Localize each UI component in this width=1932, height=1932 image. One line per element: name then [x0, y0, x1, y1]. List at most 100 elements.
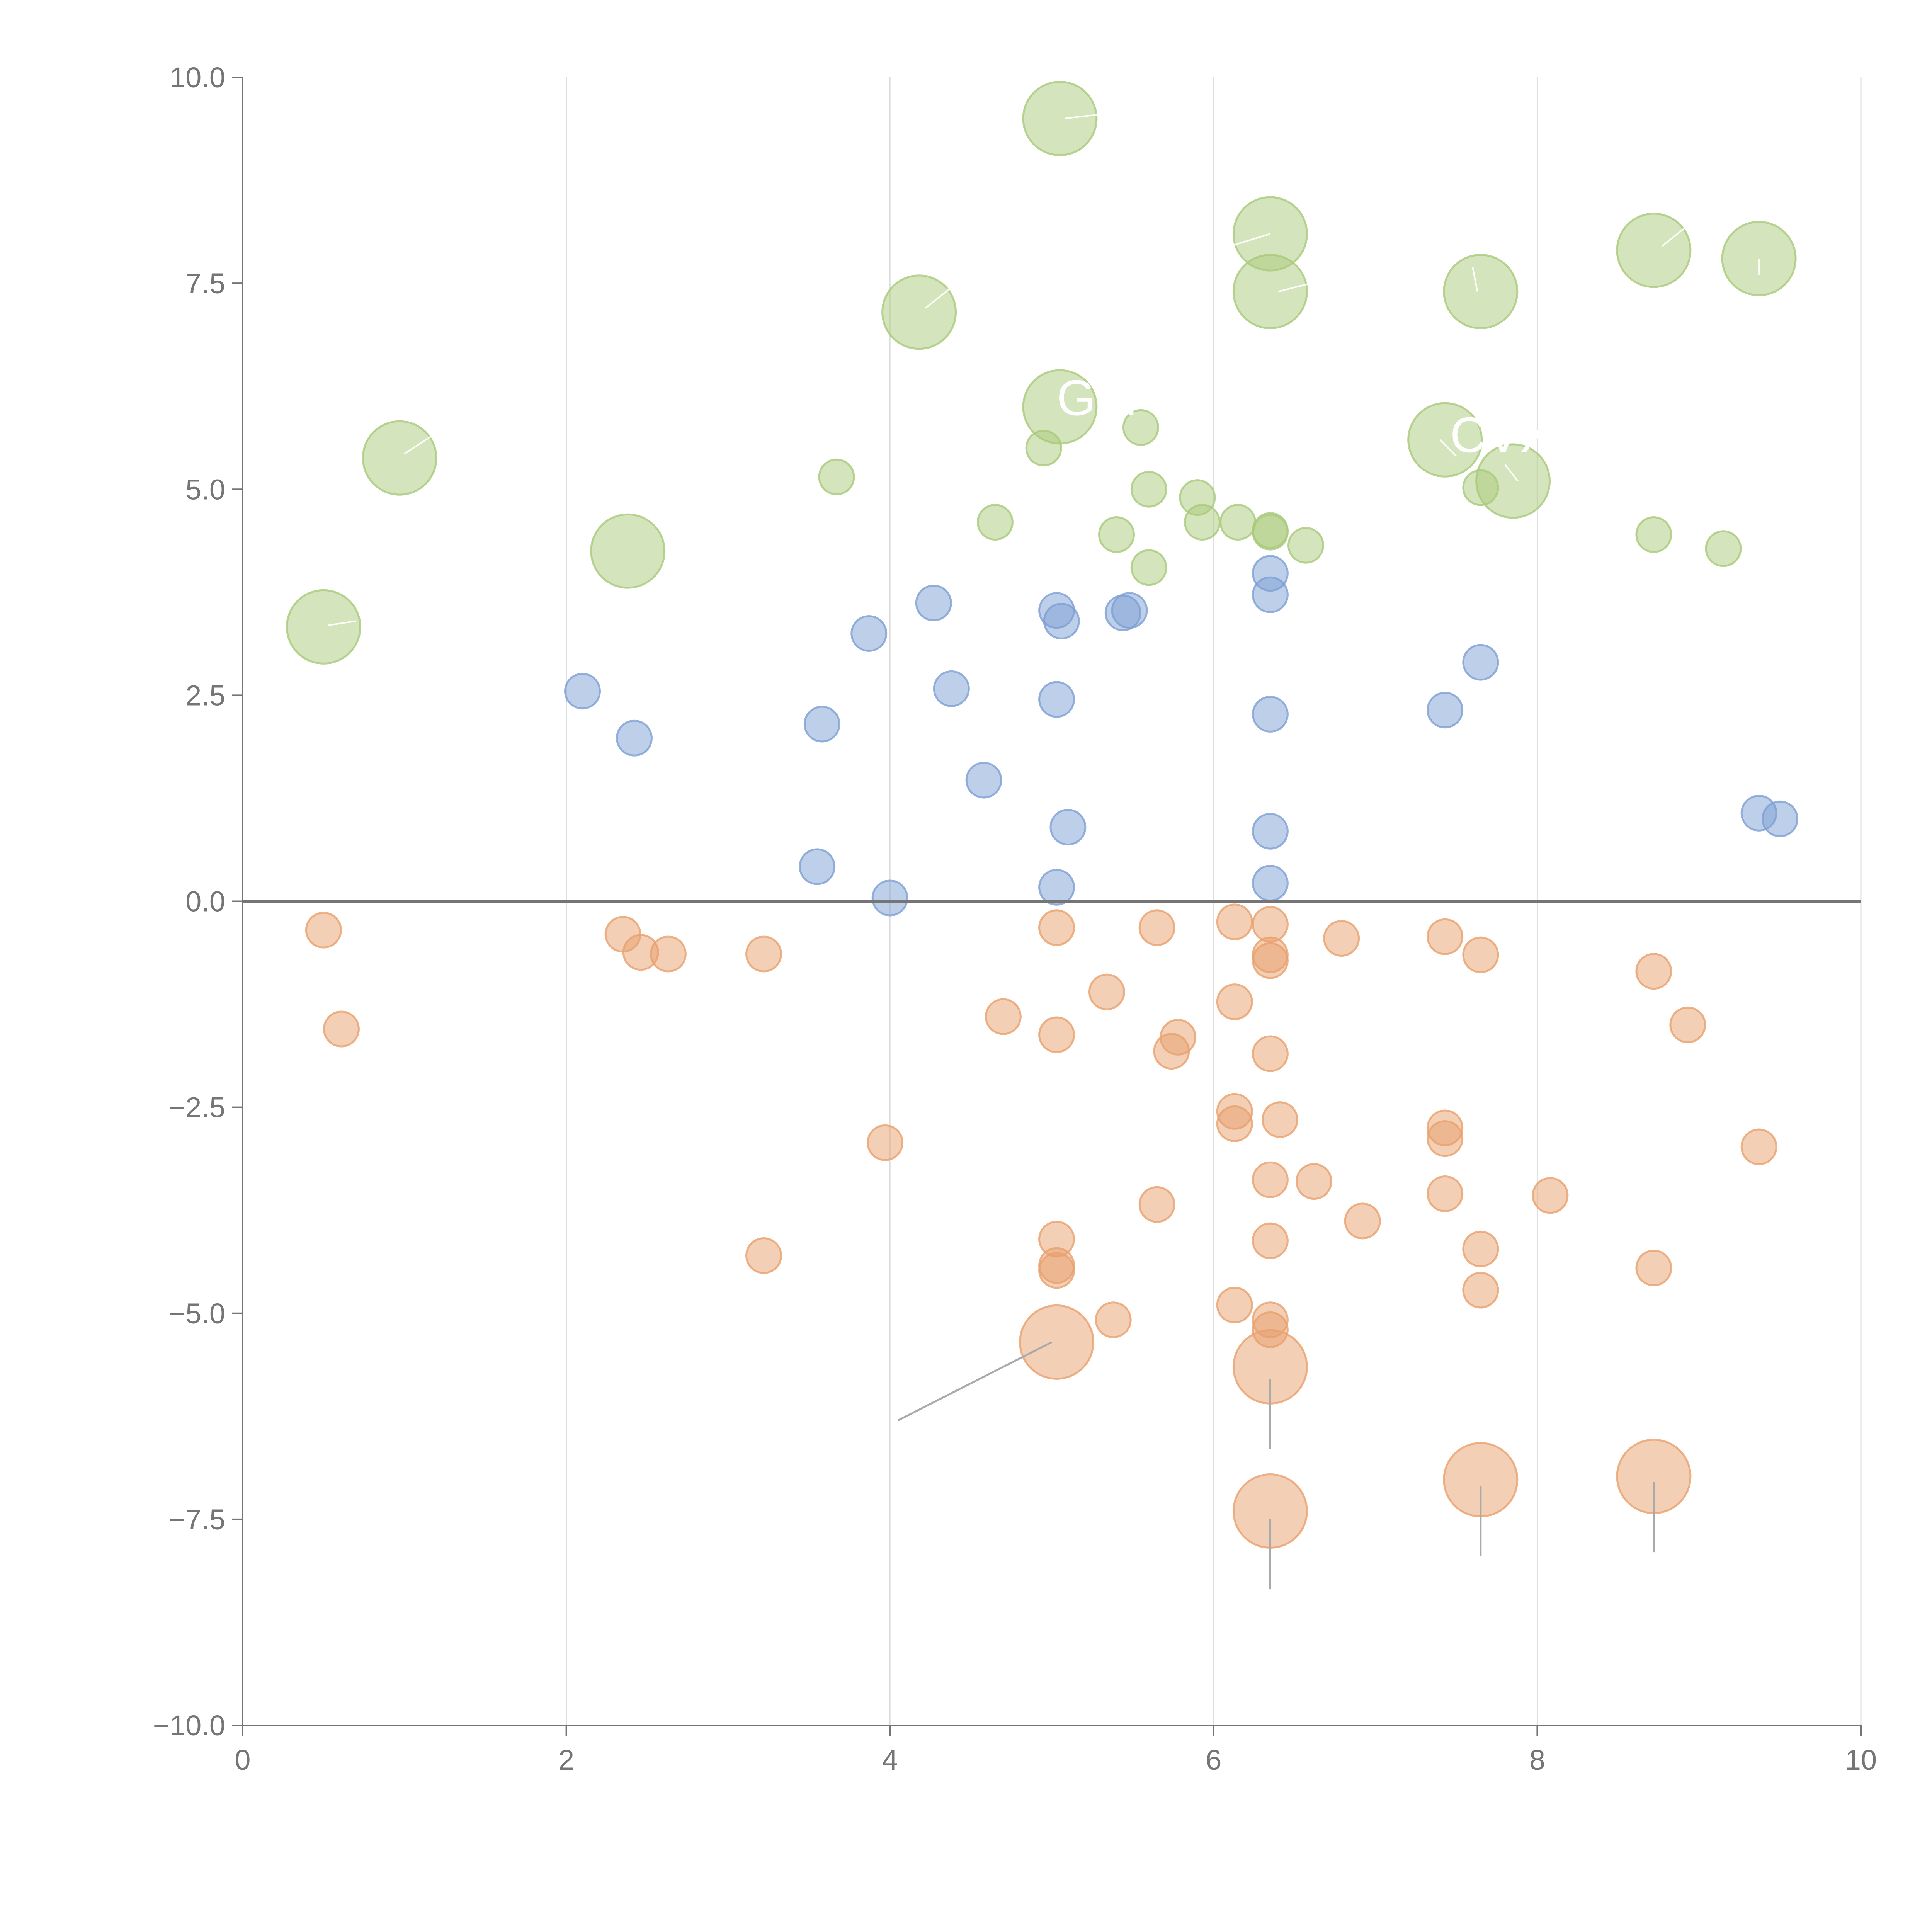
bubble-negative	[745, 1237, 782, 1274]
bubble-negative	[305, 912, 342, 949]
bubble-small-positive	[1462, 469, 1499, 506]
bubble-neutral	[871, 879, 908, 917]
bubble-negative	[1462, 1272, 1499, 1309]
bubble-small-positive	[818, 458, 855, 495]
bubble-negative	[1295, 1163, 1332, 1200]
y-tick-label: 0.0	[185, 886, 225, 918]
bubble-negative	[1038, 909, 1075, 946]
x-tick-label: 2	[558, 1744, 574, 1776]
bubble-small-positive	[1130, 471, 1167, 508]
bubble-negative	[1252, 1035, 1289, 1072]
bubble-neutral	[1252, 576, 1289, 613]
bubble-neutral	[1252, 813, 1289, 850]
y-tick-label: −7.5	[169, 1503, 225, 1536]
bubble-negative	[650, 935, 687, 973]
bubble-neutral	[1049, 809, 1087, 846]
bubble-large-positive	[1443, 253, 1519, 329]
bubble-negative	[1088, 973, 1125, 1010]
bubble-large-positive	[1232, 253, 1308, 329]
bubble-neutral	[1043, 602, 1080, 639]
bubble-negative	[867, 1124, 904, 1161]
bubble-negative	[1095, 1301, 1132, 1338]
bubble-small-positive	[1184, 504, 1221, 541]
bubble-large-negative	[1019, 1304, 1095, 1380]
bubble-negative	[1216, 903, 1253, 940]
bubble-neutral	[915, 585, 952, 622]
bubble-small-positive	[1635, 516, 1672, 553]
bubble-small-positive	[1252, 514, 1289, 551]
bubble-negative	[1252, 1161, 1289, 1198]
leader-line	[898, 1341, 1053, 1422]
bubbles	[286, 81, 1799, 1549]
bubble-negative	[1427, 918, 1464, 955]
bubble-negative	[1427, 1120, 1464, 1157]
y-tick-label: 2.5	[185, 679, 225, 711]
y-tick-label: −5.0	[169, 1298, 225, 1330]
leader-line	[925, 287, 952, 309]
leader-line	[404, 435, 433, 455]
bubble-negative	[1532, 1177, 1569, 1214]
leader-line	[1471, 267, 1478, 292]
y-tick-label: −10.0	[153, 1709, 225, 1742]
bubble-neutral	[803, 706, 840, 743]
bubble-neutral	[799, 848, 836, 885]
bubble-negative	[1216, 1286, 1253, 1323]
bubble-neutral	[850, 615, 888, 652]
leader-line	[328, 620, 356, 626]
bubble-small-positive	[1219, 504, 1257, 541]
bubble-negative	[1153, 1033, 1190, 1070]
bubble-negative	[985, 998, 1022, 1035]
bubble-large-positive	[1616, 213, 1692, 288]
bubble-negative	[1323, 920, 1360, 957]
x-tick-label: 10	[1845, 1744, 1877, 1776]
y-tick-label: 7.5	[185, 267, 225, 299]
bubble-neutral	[1111, 592, 1148, 629]
bubble-neutral	[1462, 644, 1499, 681]
bubble-neutral	[1038, 869, 1075, 906]
bubble-negative	[1635, 1249, 1672, 1286]
bubble-neutral	[1427, 692, 1464, 729]
bubble-neutral	[933, 670, 970, 707]
bubble-large-positive	[286, 589, 361, 665]
bubble-negative	[1462, 936, 1499, 973]
bubble-small-positive	[1130, 549, 1167, 586]
x-tick-label: 6	[1206, 1744, 1221, 1776]
y-tick-label: −2.5	[169, 1092, 225, 1124]
bubble-large-positive	[362, 420, 437, 496]
bubble-negative	[1216, 983, 1253, 1020]
bubble-negative	[1427, 1175, 1464, 1213]
bubble-negative	[1262, 1101, 1299, 1138]
bubble-label: GM	[1057, 369, 1138, 426]
bubble-negative	[1740, 1128, 1777, 1165]
bubble-labels: GM CVX	[1057, 369, 1553, 463]
bubble-negative	[1462, 1230, 1499, 1267]
leader-line	[1504, 464, 1519, 482]
bubble-negative	[1252, 1222, 1289, 1259]
bubble-small-positive	[976, 504, 1014, 541]
bubble-neutral	[1762, 800, 1799, 837]
bubble-negative	[1216, 1105, 1253, 1142]
bubble-label: CVX	[1450, 406, 1553, 463]
bubble-negative	[1344, 1202, 1381, 1240]
bubble-neutral	[1038, 681, 1075, 718]
bubble-negative	[745, 935, 782, 973]
bubble-negative	[1038, 1016, 1075, 1053]
bubble-large-positive	[1022, 81, 1098, 156]
x-tick-label: 4	[882, 1744, 898, 1776]
bubble-neutral	[1252, 865, 1289, 902]
bubble-small-positive	[1287, 527, 1325, 564]
bubble-large-positive	[590, 513, 666, 589]
bubble-negative	[1669, 1006, 1706, 1043]
leader-line	[1661, 225, 1689, 247]
leader-line	[1230, 233, 1270, 247]
bubble-small-positive	[1098, 516, 1135, 553]
bubble-negative	[323, 1010, 360, 1048]
bubble-negative	[1138, 1186, 1175, 1223]
y-tick-label: 10.0	[170, 61, 225, 94]
bubble-negative	[1038, 1252, 1075, 1289]
bubble-neutral	[616, 719, 653, 757]
leader-line	[1439, 439, 1457, 457]
bubble-small-positive	[1025, 430, 1062, 467]
bubble-neutral	[965, 762, 1002, 799]
